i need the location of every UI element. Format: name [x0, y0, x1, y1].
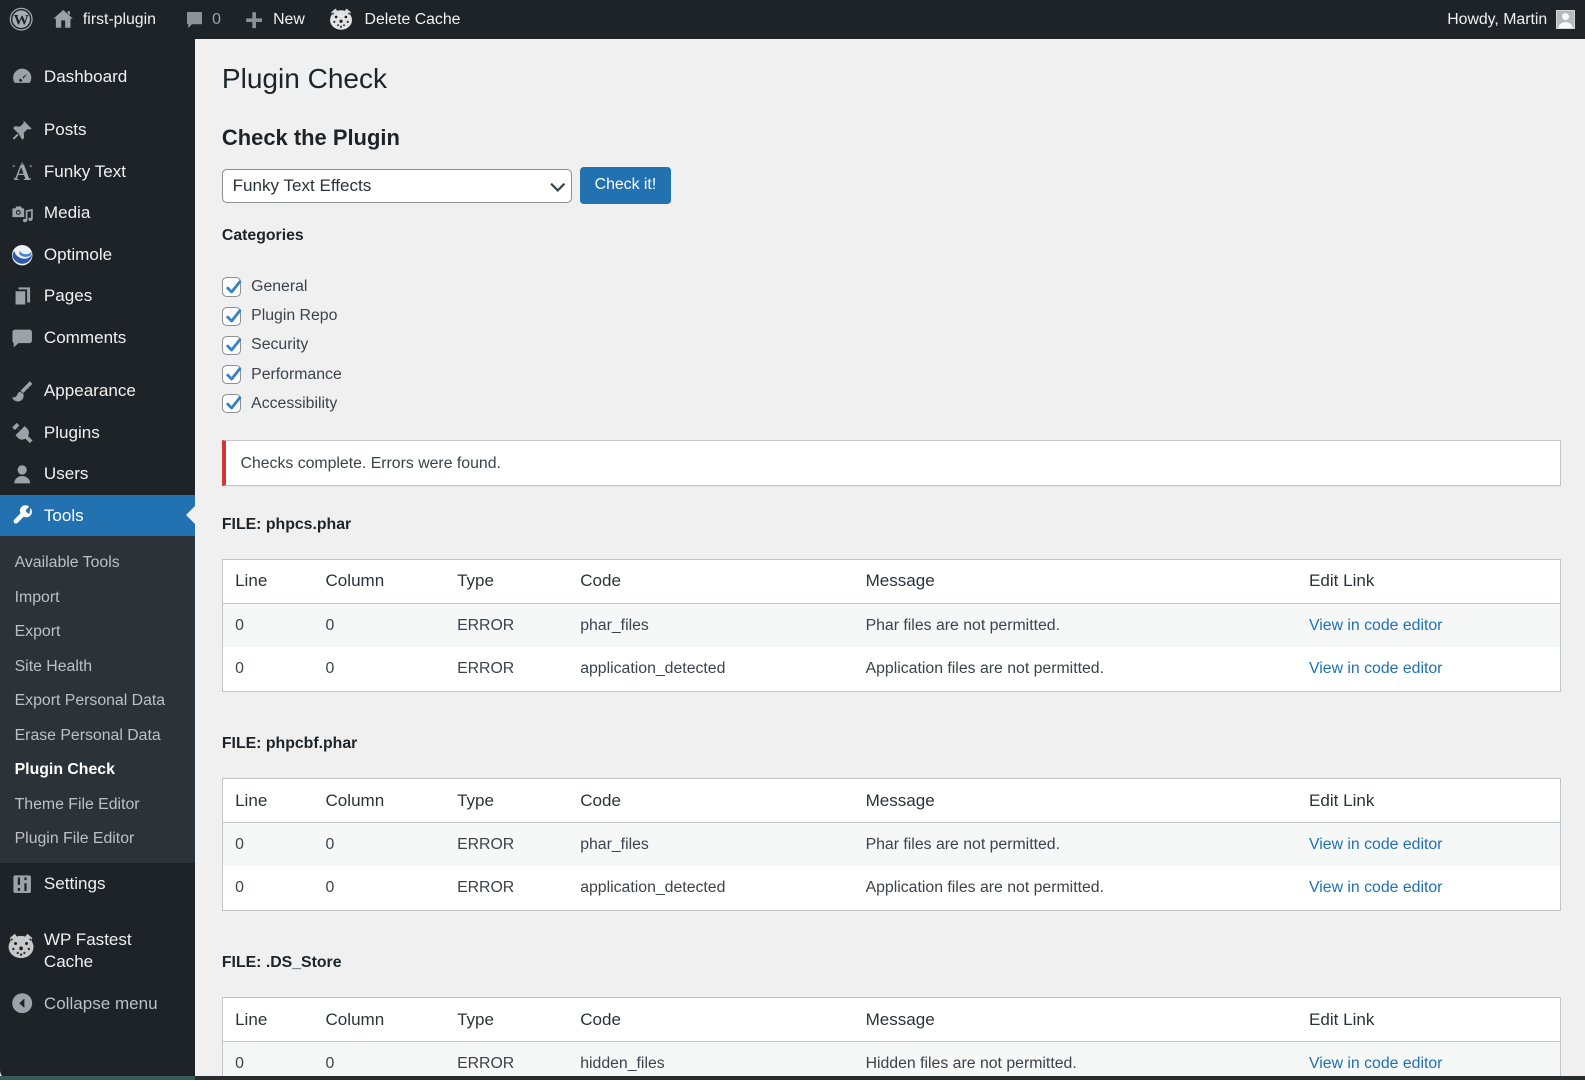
svg-text:W: W — [13, 12, 28, 29]
svg-text:A: A — [14, 160, 31, 184]
